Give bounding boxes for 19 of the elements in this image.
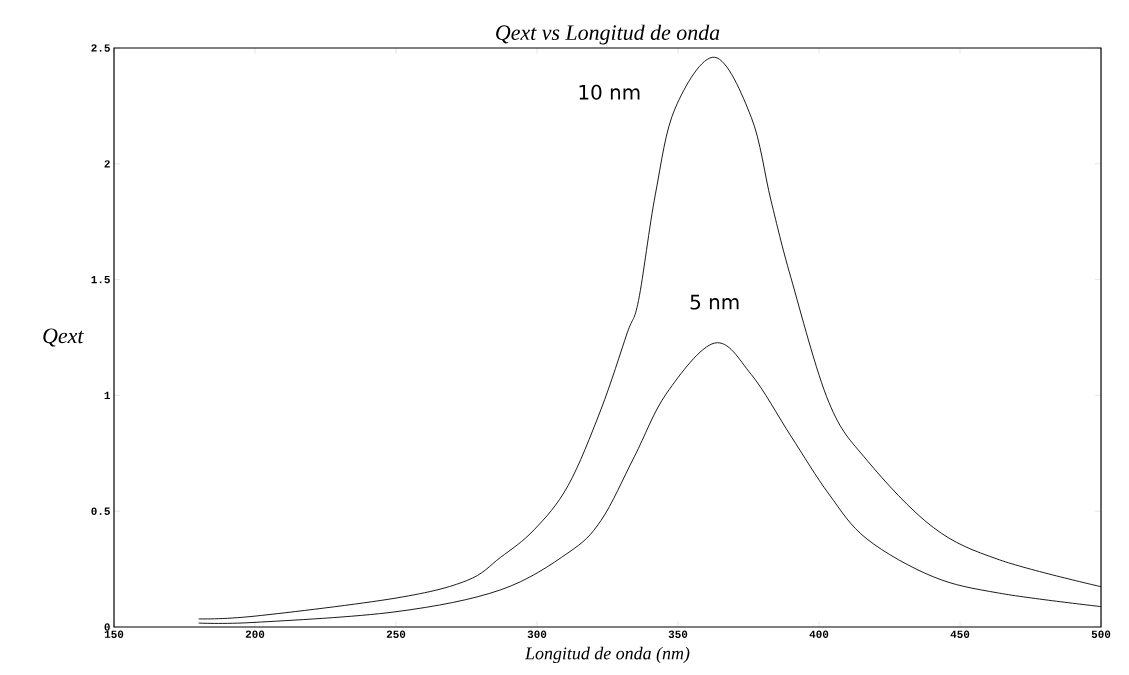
x-tick-label: 200 (245, 630, 265, 638)
series-label: 10 nm (579, 84, 640, 100)
x-tick-label: 150 (104, 630, 124, 638)
y-tick-label: 0.5 (91, 507, 110, 515)
y-tick-label: 1.5 (91, 275, 110, 284)
x-tick-label: 350 (668, 630, 688, 638)
x-axis-title: Longitud de onda (nm) (524, 646, 690, 664)
y-tick-label: 1 (104, 391, 111, 400)
y-tick-label: 2 (104, 160, 110, 168)
x-tick-label: 250 (386, 630, 406, 638)
x-tick-label: 300 (527, 630, 547, 638)
y-axis-title: Qext (43, 328, 84, 347)
y-tick-label: 2.5 (91, 44, 110, 52)
y-tick-label: 0 (104, 623, 110, 631)
x-tick-label: 400 (809, 630, 829, 638)
x-tick-label: 500 (1091, 630, 1111, 638)
series-label: 5 nm (690, 294, 739, 310)
chart-title: Qext vs Longitud de onda (496, 24, 720, 45)
x-tick-label: 450 (950, 630, 970, 638)
